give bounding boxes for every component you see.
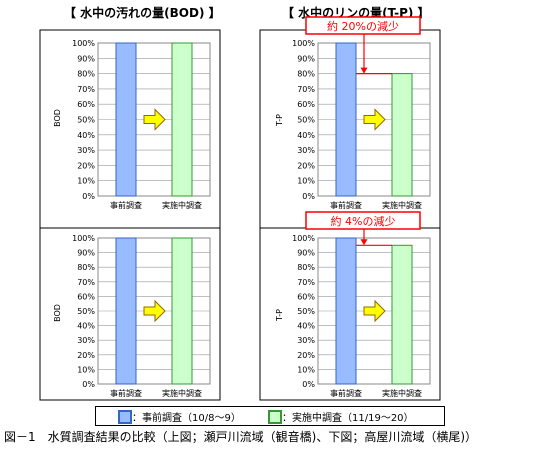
y-tick-label: 80% <box>77 70 95 79</box>
y-tick-label: 30% <box>297 336 315 345</box>
y-tick-label: 40% <box>77 322 95 331</box>
annotation-box <box>305 211 421 230</box>
arrow-icon <box>363 299 386 323</box>
y-tick-label: 90% <box>297 54 315 63</box>
x-tick-label: 実施中調査 <box>382 200 422 210</box>
y-tick-label: 60% <box>77 292 95 301</box>
legend-label-pre: ：事前調査（10/8～9） <box>132 413 241 424</box>
x-tick-label: 事前調査 <box>110 388 142 398</box>
figure-caption: 図－1 水質調査結果の比較（上図；瀬戸川流域（観音橋)、下図；高屋川流域（横尾)… <box>4 430 478 444</box>
y-tick-label: 10% <box>77 177 95 186</box>
y-tick-label: 30% <box>297 146 315 155</box>
y-tick-label: 50% <box>297 307 315 316</box>
y-tick-label: 20% <box>77 161 95 170</box>
legend-swatch-pre <box>118 410 132 424</box>
y-tick-label: 30% <box>77 146 95 155</box>
y-tick-label: 90% <box>77 54 95 63</box>
chart-title-bod: 【 水中の汚れの量(BOD) 】 <box>64 6 221 20</box>
bar-during-survey <box>171 237 193 385</box>
y-tick-label: 80% <box>297 263 315 272</box>
bar-during-survey <box>171 42 193 197</box>
y-tick-label: 50% <box>77 307 95 316</box>
y-tick-label: 70% <box>77 85 95 94</box>
y-tick-label: 70% <box>297 278 315 287</box>
x-tick-label: 事前調査 <box>110 200 142 210</box>
y-tick-label: 10% <box>297 365 315 374</box>
y-tick-label: 0% <box>302 380 315 389</box>
legend-label-during: ：実施中調査（11/19～20） <box>282 413 414 424</box>
bar-pre-survey <box>115 237 137 385</box>
x-tick-label: 事前調査 <box>330 388 362 398</box>
y-tick-label: 50% <box>77 116 95 125</box>
y-tick-label: 80% <box>297 70 315 79</box>
bar-pre-survey <box>335 42 357 197</box>
bar-during-survey <box>391 244 413 385</box>
y-tick-label: 60% <box>297 100 315 109</box>
y-axis-label: T-P <box>275 114 284 127</box>
y-tick-label: 70% <box>297 85 315 94</box>
y-tick-label: 80% <box>77 263 95 272</box>
reduction-arrowhead <box>360 239 368 246</box>
arrow-icon <box>143 108 166 131</box>
x-tick-label: 事前調査 <box>330 200 362 210</box>
y-tick-label: 10% <box>297 177 315 186</box>
bar-pre-survey <box>115 42 137 197</box>
y-tick-label: 30% <box>77 336 95 345</box>
bar-during-survey <box>391 73 413 197</box>
y-tick-label: 0% <box>82 380 95 389</box>
y-tick-label: 10% <box>77 365 95 374</box>
y-axis-label: T-P <box>275 309 284 322</box>
y-axis-label: BOD <box>53 109 62 127</box>
y-tick-label: 100% <box>292 39 315 48</box>
y-tick-label: 20% <box>77 351 95 360</box>
y-axis-label: BOD <box>53 304 62 322</box>
y-tick-label: 90% <box>297 249 315 258</box>
y-tick-label: 100% <box>72 39 95 48</box>
y-tick-label: 0% <box>82 192 95 201</box>
annotation-text: 約 20%の減少 <box>327 19 399 33</box>
legend-swatch-during <box>268 410 282 424</box>
arrow-icon <box>143 299 166 323</box>
arrow-icon <box>363 108 386 131</box>
y-tick-label: 40% <box>77 131 95 140</box>
y-tick-label: 20% <box>297 351 315 360</box>
y-tick-label: 100% <box>72 234 95 243</box>
reduction-arrowhead <box>360 67 368 74</box>
bar-pre-survey <box>335 237 357 385</box>
y-tick-label: 60% <box>297 292 315 301</box>
y-tick-label: 20% <box>297 161 315 170</box>
legend: ：事前調査（10/8～9） ：実施中調査（11/19～20） <box>95 406 445 426</box>
y-tick-label: 40% <box>297 131 315 140</box>
x-tick-label: 実施中調査 <box>162 388 202 398</box>
x-tick-label: 実施中調査 <box>382 388 422 398</box>
annotation-text: 約 4%の減少 <box>331 214 396 228</box>
y-tick-label: 0% <box>302 192 315 201</box>
y-tick-label: 100% <box>292 234 315 243</box>
y-tick-label: 50% <box>297 116 315 125</box>
y-tick-label: 60% <box>77 100 95 109</box>
y-tick-label: 70% <box>77 278 95 287</box>
annotation-box <box>305 16 421 35</box>
x-tick-label: 実施中調査 <box>162 200 202 210</box>
y-tick-label: 90% <box>77 249 95 258</box>
y-tick-label: 40% <box>297 322 315 331</box>
